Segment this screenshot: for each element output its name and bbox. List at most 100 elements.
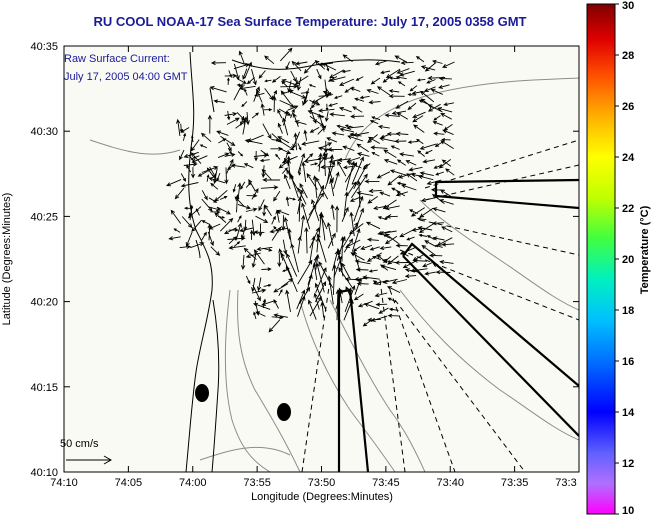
current-vector xyxy=(383,158,398,165)
current-vector xyxy=(333,95,343,99)
current-vector xyxy=(333,171,340,190)
current-vector xyxy=(262,298,267,309)
current-vector xyxy=(356,152,370,157)
current-vector xyxy=(388,76,399,80)
colorbar-tick-label: 10 xyxy=(622,505,634,517)
current-vector xyxy=(251,277,256,293)
current-vector xyxy=(424,271,436,276)
current-vector xyxy=(294,120,307,125)
current-vector xyxy=(264,55,275,65)
current-vector xyxy=(287,105,299,111)
current-vector xyxy=(300,91,310,95)
current-vector xyxy=(226,142,232,152)
current-vector xyxy=(441,159,452,167)
current-vector xyxy=(260,185,279,190)
current-vector xyxy=(244,138,263,145)
current-vector xyxy=(318,113,325,132)
current-vector xyxy=(256,89,263,103)
current-vector xyxy=(384,235,398,245)
current-vector xyxy=(275,209,280,223)
current-vector xyxy=(424,62,437,72)
current-vector xyxy=(432,263,444,270)
current-vector xyxy=(395,100,409,109)
current-vector xyxy=(256,246,273,252)
current-vector xyxy=(375,302,388,307)
current-vector xyxy=(302,93,308,106)
current-vector xyxy=(439,189,454,198)
current-vector xyxy=(388,89,400,93)
current-vector xyxy=(324,160,336,190)
current-vector xyxy=(190,152,202,164)
current-vector xyxy=(281,215,286,231)
current-vector xyxy=(316,68,322,80)
current-vector xyxy=(341,206,349,222)
current-vector xyxy=(316,233,327,263)
current-vector xyxy=(324,111,329,123)
current-vector xyxy=(224,167,229,185)
current-vector xyxy=(191,219,202,232)
current-vector xyxy=(299,182,308,199)
current-vector xyxy=(407,93,416,97)
current-vector xyxy=(246,77,255,85)
x-tick-label: 73:55 xyxy=(243,477,271,489)
current-vector xyxy=(318,152,323,172)
current-vector xyxy=(277,122,283,134)
current-vector xyxy=(285,265,298,293)
current-vector xyxy=(337,157,352,163)
current-vector xyxy=(192,155,200,159)
current-vector xyxy=(377,216,387,221)
current-vector xyxy=(410,207,425,217)
current-vector xyxy=(368,136,381,144)
annotation-line2: July 17, 2005 04:00 GMT xyxy=(64,71,188,83)
current-vector xyxy=(369,246,380,251)
current-vector xyxy=(224,73,238,78)
current-vector xyxy=(190,139,200,152)
current-vector xyxy=(391,279,408,285)
current-vector xyxy=(386,286,401,294)
current-vector xyxy=(287,228,293,247)
current-vector xyxy=(355,267,369,272)
current-vector xyxy=(342,54,353,62)
current-vector xyxy=(273,190,281,202)
current-vector xyxy=(348,287,353,310)
current-vector xyxy=(407,140,418,144)
current-vector xyxy=(442,129,454,136)
current-vector xyxy=(296,289,306,310)
current-vector xyxy=(399,70,415,77)
current-vector xyxy=(406,236,415,241)
current-vector xyxy=(301,161,307,183)
current-vector xyxy=(238,50,245,64)
current-vector xyxy=(236,78,247,84)
surface-current-vectors xyxy=(166,47,455,333)
current-vector xyxy=(176,118,181,136)
current-vector xyxy=(426,235,435,241)
current-vector xyxy=(303,129,308,141)
current-vector xyxy=(417,174,434,181)
y-tick-label: 40:20 xyxy=(30,297,58,309)
current-vector xyxy=(308,192,325,216)
current-vector xyxy=(438,84,450,89)
colorbar xyxy=(586,3,616,515)
current-vector xyxy=(297,295,306,317)
current-vector xyxy=(424,149,433,154)
current-vector xyxy=(309,235,316,264)
current-vector xyxy=(251,112,260,119)
current-vector xyxy=(441,226,453,233)
current-vector xyxy=(319,212,326,241)
map-title: RU COOL NOAA-17 Sea Surface Temperature:… xyxy=(93,14,527,29)
current-vector xyxy=(262,123,272,140)
current-vector xyxy=(398,172,415,179)
current-vector xyxy=(180,173,187,182)
current-vector xyxy=(243,247,257,260)
current-vector xyxy=(379,246,392,251)
current-vector xyxy=(275,153,281,160)
current-vector xyxy=(268,319,281,333)
current-vector xyxy=(315,237,321,253)
current-vector xyxy=(210,182,219,190)
current-vector xyxy=(352,132,369,137)
current-vector xyxy=(207,114,213,134)
current-vector xyxy=(362,275,380,280)
current-vector xyxy=(232,184,237,193)
current-vector xyxy=(373,205,389,211)
current-vector xyxy=(331,131,345,136)
